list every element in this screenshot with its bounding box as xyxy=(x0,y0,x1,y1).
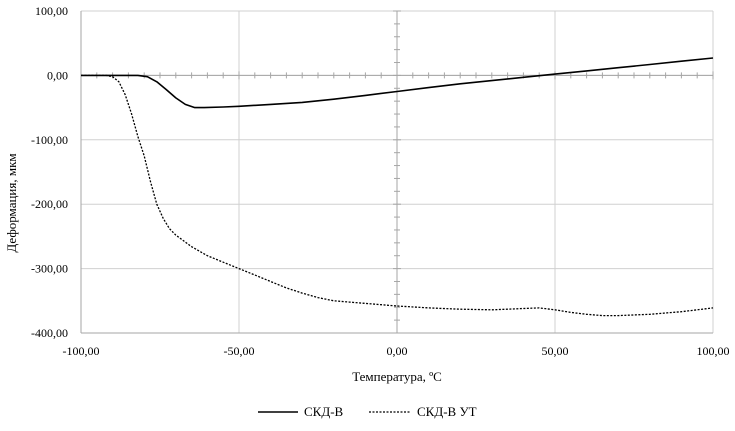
legend-label: СКД-В УТ xyxy=(417,404,477,419)
y-tick-label: -100,00 xyxy=(31,133,68,147)
x-tick-label: 0,00 xyxy=(387,344,408,358)
x-tick-label: 100,00 xyxy=(697,344,730,358)
x-tick-label: -50,00 xyxy=(224,344,255,358)
x-axis-title: Температура, ºC xyxy=(352,369,442,384)
data-series xyxy=(81,57,714,317)
y-tick-label: -200,00 xyxy=(31,197,68,211)
legend: СКД-В СКД-В УТ xyxy=(258,404,477,419)
tick-labels: 100,00 0,00 -100,00 -200,00 -300,00 -400,00 -1… xyxy=(31,4,730,358)
x-tick-label: 50,00 xyxy=(542,344,569,358)
legend-label: СКД-В xyxy=(304,404,344,419)
series-line-skd-v xyxy=(81,57,714,109)
y-tick-label: -400,00 xyxy=(31,326,68,340)
y-tick-label: 100,00 xyxy=(35,4,68,18)
series-line-skd-v-ut xyxy=(81,74,714,317)
axes xyxy=(80,10,714,334)
x-tick-label: -100,00 xyxy=(63,344,100,358)
y-axis-title: Деформация, мкм xyxy=(4,153,19,252)
y-tick-label: -300,00 xyxy=(31,262,68,276)
y-tick-label: 0,00 xyxy=(47,68,68,82)
